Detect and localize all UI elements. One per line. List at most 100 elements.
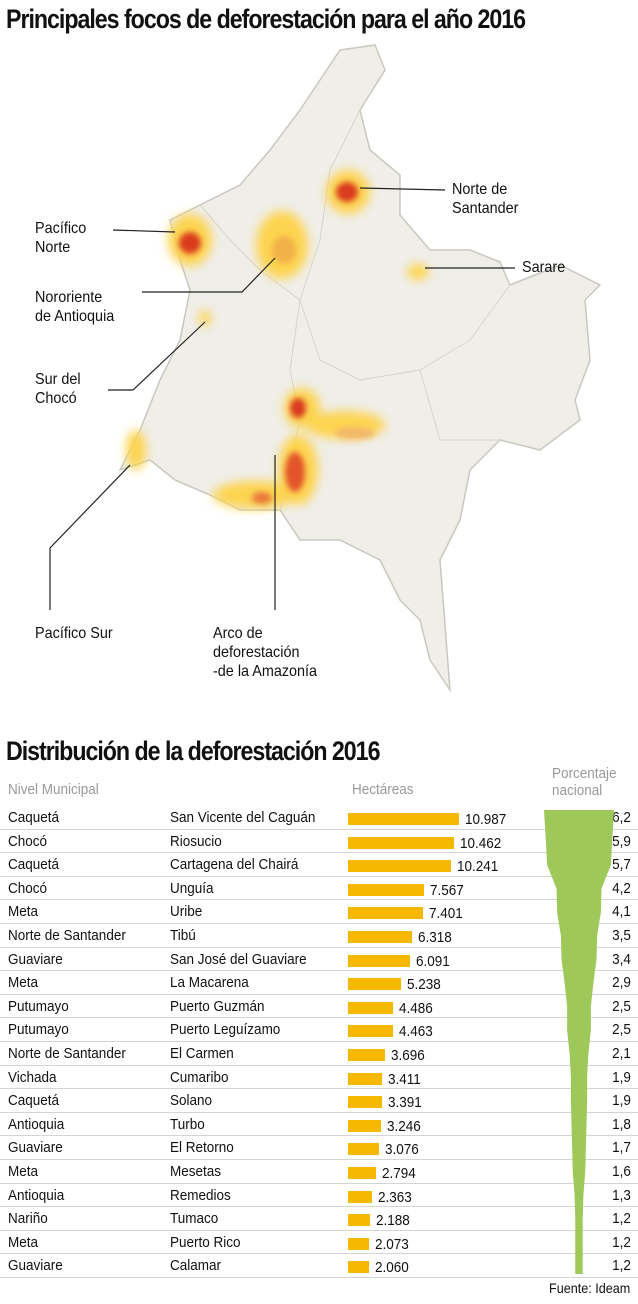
table-row: Caquetá Solano 3.391 1,9: [0, 1089, 638, 1113]
hectares-bar: [348, 1190, 372, 1203]
label-sur-choco: Sur del Chocó: [35, 371, 81, 407]
hectares-value: 6.091: [415, 952, 450, 970]
department: Meta: [8, 903, 39, 921]
hectares-value: 7.401: [428, 905, 463, 923]
pct-value: 4,2: [612, 879, 631, 897]
hectares-value: 3.246: [386, 1117, 421, 1135]
municipality: Cumaribo: [170, 1068, 229, 1086]
municipality: Calamar: [170, 1257, 222, 1275]
department: Caquetá: [8, 809, 60, 826]
hectares-bar: [348, 1214, 371, 1227]
municipality: La Macarena: [170, 974, 249, 992]
pct-value: 1,6: [612, 1162, 631, 1180]
municipality: Unguía: [170, 879, 214, 897]
hectares-value: 6.318: [417, 928, 452, 946]
department: Chocó: [8, 832, 48, 850]
department: Guaviare: [8, 950, 63, 968]
municipality: San Vicente del Caguán: [170, 809, 316, 826]
municipality: El Carmen: [170, 1044, 234, 1062]
hectares-bar: [348, 1143, 380, 1156]
hectares-bar: [348, 1096, 383, 1109]
department: Caquetá: [8, 1092, 60, 1110]
leader-lines: [49, 187, 515, 610]
municipality: San José del Guaviare: [170, 950, 307, 968]
hectares-bar: [348, 978, 401, 991]
hectares-value: 3.391: [388, 1094, 423, 1112]
municipality: Puerto Leguízamo: [170, 1021, 281, 1039]
department: Antioquia: [8, 1115, 65, 1133]
table-row: Putumayo Puerto Leguízamo 4.463 2,5: [0, 1018, 638, 1042]
hectares-value: 3.076: [385, 1141, 419, 1159]
municipality: Tumaco: [170, 1210, 219, 1228]
label-pacifico-sur: Pacífico Sur: [35, 625, 113, 642]
label-sarare: Sarare: [522, 259, 566, 276]
table-row: Caquetá San Vicente del Caguán 10.987 6,…: [0, 806, 638, 830]
pct-value: 3,4: [612, 950, 631, 968]
table-row: Chocó Unguía 7.567 4,2: [0, 877, 638, 901]
table-row: Antioquia Turbo 3.246 1,8: [0, 1113, 638, 1137]
hectares-value: 2.188: [376, 1212, 410, 1230]
pct-value: 6,2: [612, 809, 631, 826]
data-table: Caquetá San Vicente del Caguán 10.987 6,…: [0, 806, 638, 1278]
department: Chocó: [8, 879, 48, 897]
table-row: Vichada Cumaribo 3.411 1,9: [0, 1066, 638, 1090]
table-row: Chocó Riosucio 10.462 5,9: [0, 830, 638, 854]
pct-value: 1,2: [612, 1257, 631, 1275]
pct-value: 1,7: [612, 1139, 631, 1157]
hectares-value: 3.696: [391, 1046, 426, 1064]
municipality: Tibú: [170, 926, 196, 944]
hectares-bar: [348, 1025, 394, 1038]
department: Norte de Santander: [8, 926, 126, 944]
municipality: Puerto Rico: [170, 1233, 241, 1251]
department: Putumayo: [8, 1021, 69, 1039]
municipality: Remedios: [170, 1186, 231, 1204]
header-level: Nivel Municipal: [8, 781, 99, 798]
hectares-value: 2.060: [374, 1259, 409, 1277]
source-note: Fuente: Ideam: [548, 1280, 630, 1296]
department: Caquetá: [8, 856, 60, 874]
table-row: Caquetá Cartagena del Chairá 10.241 5,7: [0, 853, 638, 877]
table-row: Meta La Macarena 5.238 2,9: [0, 971, 638, 995]
hectares-value: 10.987: [465, 811, 507, 828]
hectares-bar: [348, 1237, 369, 1250]
table-row: Antioquia Remedios 2.363 1,3: [0, 1184, 638, 1208]
hectares-value: 4.463: [399, 1023, 433, 1041]
pct-value: 1,2: [612, 1233, 631, 1251]
pct-value: 1,8: [612, 1115, 631, 1133]
label-arco-amazonia: Arco de deforestación -de la Amazonía: [213, 625, 318, 680]
hectares-bar: [348, 813, 459, 825]
hectares-bar: [348, 1261, 369, 1274]
table-row: Guaviare El Retorno 3.076 1,7: [0, 1136, 638, 1160]
municipality: Mesetas: [170, 1162, 222, 1180]
department: Guaviare: [8, 1257, 63, 1275]
table-row: Norte de Santander El Carmen 3.696 2,1: [0, 1042, 638, 1066]
map-title: Principales focos de deforestación para …: [6, 4, 526, 34]
hectares-value: 2.073: [374, 1235, 409, 1253]
department: Antioquia: [8, 1186, 65, 1204]
pct-value: 1,2: [612, 1210, 631, 1228]
hectares-bar: [348, 1072, 383, 1085]
table-row: Norte de Santander Tibú 6.318 3,5: [0, 924, 638, 948]
department: Vichada: [8, 1068, 57, 1086]
pct-value: 2,9: [612, 974, 631, 992]
department: Putumayo: [8, 997, 69, 1015]
hectares-value: 7.567: [430, 881, 465, 899]
table-row: Guaviare Calamar 2.060 1,2: [0, 1254, 638, 1278]
pct-value: 2,1: [612, 1044, 631, 1062]
municipality: Puerto Guzmán: [170, 997, 265, 1015]
hectares-bar: [348, 907, 423, 920]
hectares-value: 2.794: [382, 1164, 417, 1182]
hectares-bar: [348, 860, 452, 873]
hectares-bar: [348, 883, 425, 896]
department: Guaviare: [8, 1139, 63, 1157]
pct-value: 3,5: [612, 926, 631, 944]
municipality: Turbo: [170, 1115, 205, 1133]
department: Meta: [8, 974, 39, 992]
table-row: Meta Mesetas 2.794 1,6: [0, 1160, 638, 1184]
pct-value: 1,3: [612, 1186, 631, 1204]
table-row: Guaviare San José del Guaviare 6.091 3,4: [0, 948, 638, 972]
header-pct: Porcentaje nacional: [552, 765, 617, 799]
pct-value: 2,5: [612, 1021, 631, 1039]
municipality: Riosucio: [170, 832, 222, 850]
pct-value: 1,9: [612, 1092, 631, 1110]
